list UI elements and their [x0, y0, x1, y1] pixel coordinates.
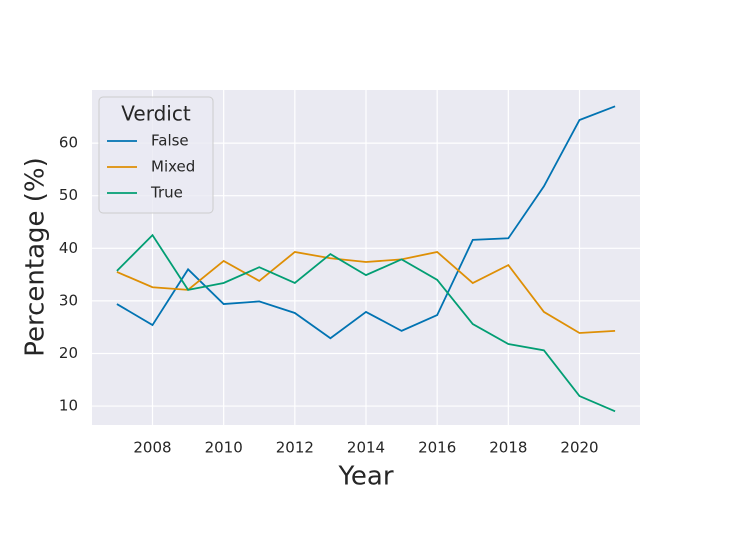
line: [116, 251, 616, 334]
y-axis-label: Percentage (%): [21, 157, 51, 357]
x-tick-label: 2016: [418, 439, 456, 457]
x-tick-label: 2010: [205, 439, 243, 457]
y-tick-label: 50: [59, 186, 78, 204]
x-tick-label: 2012: [276, 439, 314, 457]
line: [116, 233, 616, 413]
x-tick-label: 2008: [133, 439, 171, 457]
x-tick-label: 2014: [347, 439, 385, 457]
legend-label: False: [151, 132, 189, 150]
x-axis-label: Year: [337, 462, 393, 492]
y-tick-label: 60: [59, 134, 78, 152]
legend-label: Mixed: [151, 158, 195, 176]
x-tick-label: 2020: [560, 439, 598, 457]
legend-label: True: [150, 184, 183, 202]
legend-box: [98, 96, 214, 214]
y-tick-label: 40: [59, 239, 78, 257]
y-tick-label: 20: [59, 344, 78, 362]
y-tick-label: 10: [59, 397, 78, 415]
x-tick-label: 2018: [489, 439, 527, 457]
y-tick-label: 30: [59, 291, 78, 309]
legend-title: Verdict: [121, 102, 191, 126]
